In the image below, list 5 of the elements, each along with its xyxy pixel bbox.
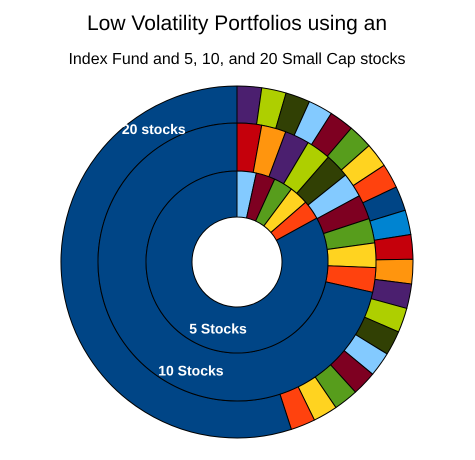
chart-title: Low Volatility Portfolios using an bbox=[87, 12, 387, 35]
slice-label: 5 Stocks bbox=[189, 320, 247, 336]
chart-subtitle: Index Fund and 5, 10, and 20 Small Cap stocks bbox=[68, 51, 406, 68]
slice-label: 10 Stocks bbox=[158, 362, 224, 379]
slice-label: 20 stocks bbox=[122, 120, 186, 137]
